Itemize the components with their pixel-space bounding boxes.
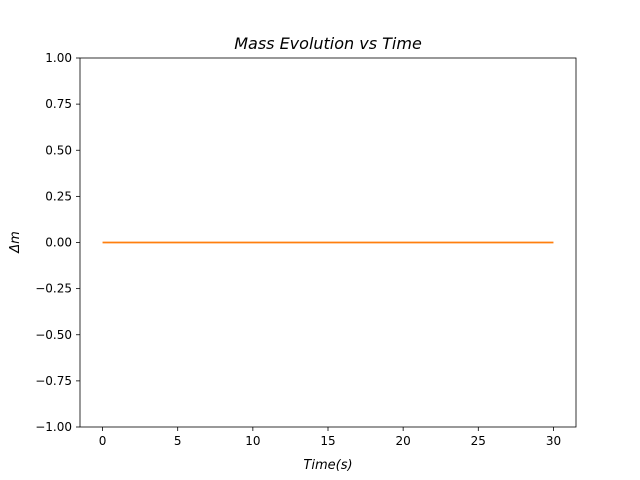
y-tick-label: −1.00 [35,420,72,434]
x-tick-label: 0 [99,434,107,448]
y-tick-label: 1.00 [45,51,72,65]
y-tick-label: 0.00 [45,236,72,250]
x-tick-label: 15 [320,434,335,448]
x-tick-label: 25 [471,434,486,448]
x-tick-label: 30 [546,434,561,448]
x-tick-label: 10 [245,434,260,448]
x-tick-label: 20 [396,434,411,448]
y-tick-label: 0.25 [45,189,72,203]
y-axis-ticks: 1.00 0.75 0.50 0.25 0.00 −0.25 −0.50 −0.75 −1.00 [35,51,80,434]
x-tick-label: 5 [174,434,182,448]
chart-title: Mass Evolution vs Time [234,34,422,53]
x-axis-label: Time(s) [303,458,352,473]
y-tick-label: 0.75 [45,97,72,111]
y-tick-label: 0.50 [45,143,72,157]
y-axis-label: Δm [8,231,23,254]
x-axis-ticks: 0 5 10 15 20 25 30 [99,427,561,448]
y-tick-label: −0.25 [35,282,72,296]
y-tick-label: −0.75 [35,374,72,388]
y-tick-label: −0.50 [35,328,72,342]
